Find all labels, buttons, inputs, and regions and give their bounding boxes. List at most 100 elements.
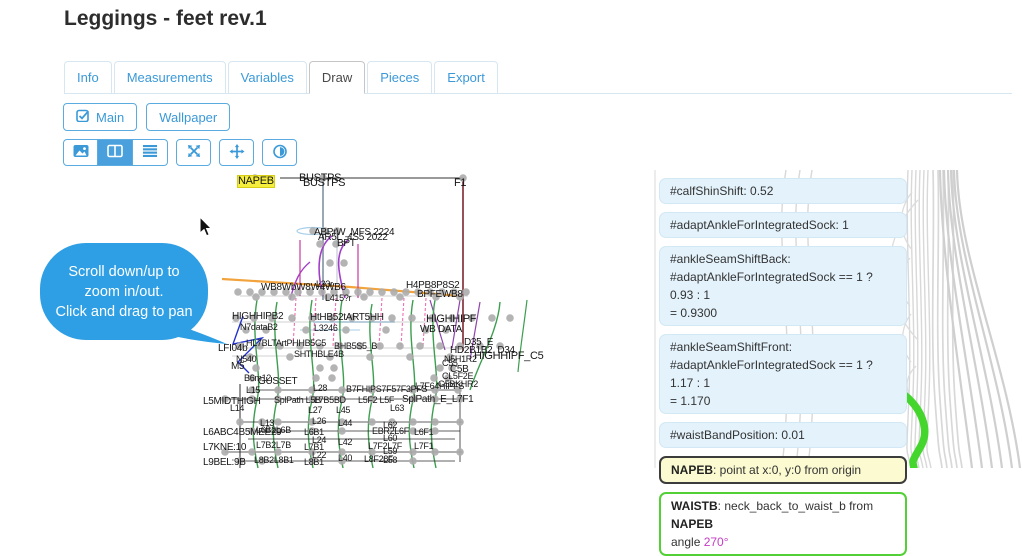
tab-export[interactable]: Export xyxy=(434,61,498,94)
tab-draw[interactable]: Draw xyxy=(308,61,366,94)
canvas-label[interactable]: L9BEL:9B xyxy=(203,457,246,468)
canvas-label[interactable]: HD2B1B2, D34 xyxy=(450,345,515,356)
canvas-label[interactable]: L14 xyxy=(230,403,245,413)
tab-bar: Info Measurements Variables Draw Pieces Expor… xyxy=(64,58,1012,94)
canvas-label[interactable]: H4PB8P8S2 xyxy=(406,280,460,291)
canvas-label[interactable]: WB DATA xyxy=(420,324,462,335)
canvas-label[interactable]: BPFEWB8 xyxy=(417,289,463,300)
variable-waistBandPosition[interactable]: #waistBandPosition: 0.01 xyxy=(659,422,907,448)
canvas-label[interactable]: L33r xyxy=(316,279,333,289)
canvas-label[interactable]: LFI04b xyxy=(218,343,248,354)
canvas-label[interactable]: L42 xyxy=(338,437,353,447)
canvas-label[interactable]: L415?r xyxy=(325,293,352,303)
canvas-label[interactable]: HL7BLTArtPHHB5C5 xyxy=(246,338,326,348)
contrast-tool-button[interactable] xyxy=(262,139,297,166)
image-view-button[interactable] xyxy=(63,139,98,166)
canvas-label[interactable]: CL5F2E xyxy=(442,371,474,381)
canvas-label[interactable]: L13 xyxy=(260,418,275,428)
canvas-label[interactable]: L7F1 xyxy=(414,441,434,451)
canvas-label[interactable]: L8B2L8B1 xyxy=(254,455,294,465)
canvas-label[interactable]: L6B1 xyxy=(304,427,324,437)
canvas-label[interactable]: L6B2L6B xyxy=(256,425,291,435)
hint-line: zoom in/out. xyxy=(84,283,164,300)
canvas-label[interactable]: L7KNE:10 xyxy=(203,442,247,453)
canvas-label[interactable]: L6F1 xyxy=(414,427,434,437)
canvas-label[interactable]: B6m12 xyxy=(244,373,272,383)
canvas-label[interactable]: BUSTPS xyxy=(303,177,346,189)
canvas-label[interactable]: L7F64HIPFS xyxy=(415,381,465,391)
canvas-label[interactable]: HtHB52tART5HH xyxy=(310,312,384,323)
canvas-label[interactable]: L6ABC4B5MEE29 xyxy=(203,427,282,438)
canvas-label[interactable]: L40 xyxy=(338,453,353,463)
canvas-label[interactable]: GUSSET xyxy=(258,376,298,387)
canvas-label[interactable]: EBR2L6F xyxy=(372,426,409,436)
canvas-label[interactable]: SplPath_E_L7F1 xyxy=(402,394,474,405)
canvas-label[interactable]: BUSTPS xyxy=(299,172,342,184)
canvas-label[interactable]: NAPEB xyxy=(237,175,275,188)
canvas-label[interactable]: L5MIDTHIGH xyxy=(203,396,261,407)
page-title: Leggings - feet rev.1 xyxy=(64,7,267,30)
canvas-label[interactable]: L22 xyxy=(312,450,327,460)
canvas-label[interactable]: HIGHHIPF_C5 xyxy=(474,350,544,362)
expand-tool-button[interactable] xyxy=(176,139,211,166)
canvas-label[interactable]: L15 xyxy=(246,385,261,395)
canvas-label[interactable]: L24 xyxy=(312,435,327,445)
tab-measurements[interactable]: Measurements xyxy=(113,61,226,94)
point-NAPEB[interactable]: NAPEB: point at x:0, y:0 from origin xyxy=(659,456,907,484)
canvas-label[interactable]: BHB5S5_B xyxy=(334,341,378,351)
canvas-label[interactable]: L59 xyxy=(383,446,398,456)
variable-ankleSeamShiftFront[interactable]: #ankleSeamShiftFront: #adaptAnkleForInte… xyxy=(659,334,907,414)
tab-info[interactable]: Info xyxy=(64,61,112,94)
canvas-label[interactable]: SplPath L5B xyxy=(274,395,321,405)
move-tool-button[interactable] xyxy=(219,139,254,166)
canvas-label[interactable]: HIGHHIPB2 xyxy=(232,311,284,322)
canvas-label[interactable]: L7B1 xyxy=(304,442,324,452)
canvas-label[interactable]: SHTHBLE4B xyxy=(294,349,344,359)
hint-bubble: Scroll down/up to zoom in/out. Click and… xyxy=(40,243,208,340)
variable-calfShinShift[interactable]: #calfShinShift: 0.52 xyxy=(659,178,907,204)
canvas-label[interactable]: L62 xyxy=(383,420,398,430)
variable-adaptAnkleForIntegratedSock[interactable]: #adaptAnkleForIntegratedSock: 1 xyxy=(659,212,907,238)
pattern-editor-window: Leggings - feet rev.1 Info Measurements Va… xyxy=(40,7,1022,556)
canvas-label[interactable]: F1 xyxy=(454,177,467,189)
canvas-label[interactable]: BPT xyxy=(337,238,356,249)
canvas-label[interactable]: N540 xyxy=(236,354,257,364)
canvas-label[interactable]: C5B xyxy=(450,364,469,375)
canvas-label[interactable]: L7F2L7F xyxy=(368,441,402,451)
view-button-group xyxy=(63,139,168,166)
canvas-label[interactable]: L28 xyxy=(313,383,328,393)
canvas-label[interactable]: L45 xyxy=(336,405,351,415)
variable-ankleSeamShiftBack[interactable]: #ankleSeamShiftBack: #adaptAnkleForInteg… xyxy=(659,246,907,326)
canvas-label[interactable]: L63 xyxy=(390,403,405,413)
canvas-label[interactable]: WB8WbW8W4WB6 xyxy=(261,282,346,293)
canvas-label[interactable]: L27 xyxy=(308,405,323,415)
canvas-label[interactable]: L8B1 xyxy=(304,457,324,467)
canvas-label[interactable]: L26 xyxy=(312,416,327,426)
canvas-label[interactable]: L58 xyxy=(383,455,398,465)
canvas-label[interactable]: M5 xyxy=(231,361,245,372)
canvas-label[interactable]: AR5L_4S5 2022 xyxy=(318,232,388,243)
columns-view-button[interactable] xyxy=(98,139,133,166)
point-WAISTB[interactable]: WAISTB: neck_back_to_waist_b from NAPEB … xyxy=(659,492,907,556)
canvas-label[interactable]: G5BKHR2 xyxy=(438,379,478,389)
main-block-button[interactable]: Main xyxy=(63,103,138,131)
canvas-label[interactable]: L7B2L7B xyxy=(256,440,291,450)
canvas-label[interactable]: D35_E xyxy=(464,337,494,348)
tab-variables[interactable]: Variables xyxy=(227,61,307,94)
canvas-label[interactable]: L44 xyxy=(338,418,353,428)
canvas-label[interactable]: L60 xyxy=(383,433,398,443)
wallpaper-button[interactable]: Wallpaper xyxy=(146,103,231,131)
canvas-label[interactable]: N7dataB2 xyxy=(240,322,278,332)
tab-pieces[interactable]: Pieces xyxy=(367,61,433,94)
canvas-label[interactable]: B7FHIPS7F57F3PFS xyxy=(346,384,428,394)
canvas-label[interactable]: C55 xyxy=(442,358,458,368)
canvas-label[interactable]: L8F28F xyxy=(364,454,394,464)
canvas-label[interactable]: L3246 xyxy=(314,323,338,333)
canvas-label[interactable]: L7B5BD xyxy=(314,395,346,405)
list-view-button[interactable] xyxy=(133,139,168,166)
canvas-label[interactable]: N5H1R2 xyxy=(444,354,477,364)
canvas-label[interactable]: HIGHHIPF xyxy=(426,313,477,325)
hint-line: Click and drag to pan xyxy=(55,303,193,320)
canvas-label[interactable]: L5F2 L5F xyxy=(358,395,395,405)
canvas-label[interactable]: ABPrW_MFS 2224 xyxy=(314,227,395,238)
